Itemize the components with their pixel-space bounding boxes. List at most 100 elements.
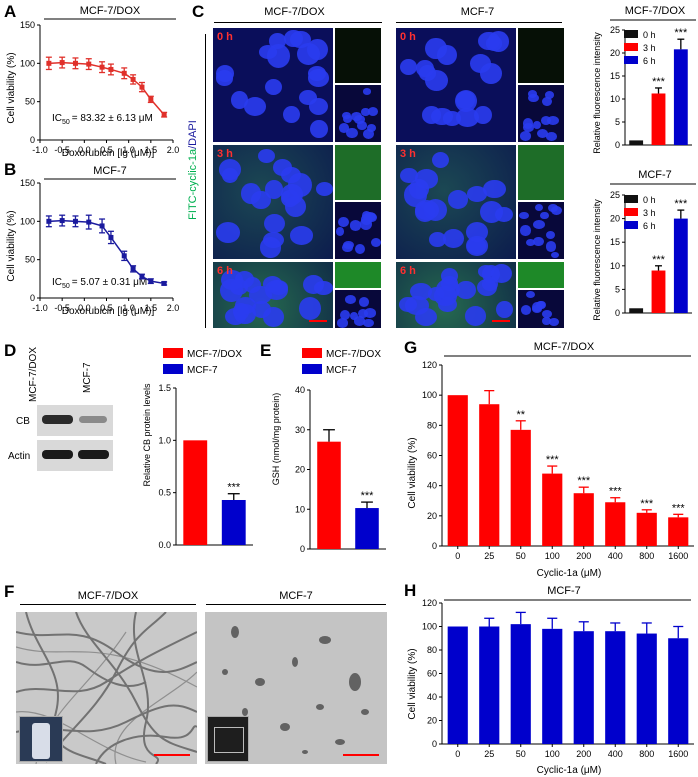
y-tick-label: 1.5: [158, 383, 171, 393]
nucleus: [465, 236, 488, 256]
nucleus: [541, 316, 551, 326]
y-tick-label: 80: [427, 645, 437, 655]
vial-shape: [32, 723, 50, 759]
legend-swatch: [624, 208, 638, 216]
nucleus: [346, 127, 358, 139]
header-rule: [396, 22, 562, 23]
nucleus: [432, 152, 450, 169]
nucleus: [349, 311, 359, 321]
nucleus: [532, 219, 545, 230]
nucleus: [358, 296, 369, 307]
data-point: [148, 278, 154, 284]
bar: [355, 508, 379, 549]
nucleus: [339, 309, 351, 321]
bar: [221, 499, 246, 545]
nucleus: [536, 128, 548, 139]
nucleus: [265, 79, 283, 96]
y-axis-label: GSH (nmol/mg protein): [271, 393, 281, 486]
nucleus: [520, 305, 531, 315]
data-point: [86, 219, 92, 225]
series-line: [48, 219, 165, 285]
nucleus: [357, 308, 369, 318]
bar: [636, 512, 657, 546]
plot-area: 0 20 40 60 80 100 120 0 25 50 100 200 400 800 1600: [422, 598, 694, 759]
nucleus: [362, 318, 374, 328]
nucleus: [414, 168, 439, 189]
data-point: [46, 60, 52, 66]
nucleus: [284, 195, 307, 217]
y-tick-label: 20: [427, 716, 437, 726]
significance-label: ***: [609, 486, 623, 498]
nucleus: [496, 300, 513, 319]
nucleus: [527, 90, 537, 98]
legend-label: 3 h: [643, 208, 656, 218]
y-tick-label: 0: [615, 308, 620, 318]
y-tick-label: 25: [610, 190, 620, 200]
nucleus: [429, 232, 446, 248]
legend-label: 6 h: [643, 221, 656, 231]
scale-bar: [492, 320, 510, 322]
significance-label: ***: [361, 490, 375, 502]
plot-area: 0 50 100 150 -1.0 -0.5 0.0 0.5 1.0 1.5 2.0: [20, 20, 179, 155]
y-axis-label: Cell viability (%): [6, 210, 17, 281]
plot-area: 0 20 40 60 80 100 120 0 25 ** 50 *** 100 *** 200 *** 400…: [422, 360, 694, 561]
scale-bar: [343, 754, 379, 756]
nucleus: [525, 238, 535, 247]
nucleus: [355, 243, 366, 255]
bar: [636, 633, 657, 744]
x-tick-label: 25: [484, 749, 494, 759]
nucleus: [491, 263, 513, 283]
nucleus: [532, 120, 542, 130]
x-tick-label: 400: [608, 749, 623, 759]
plot-area: 0 10 20 30 40 ***: [295, 385, 386, 554]
blot-band: [42, 450, 73, 459]
y-tick-label: 120: [422, 598, 437, 608]
data-point: [161, 280, 167, 286]
nucleus: [215, 70, 234, 86]
nucleus: [535, 300, 546, 309]
nucleus: [262, 306, 285, 327]
side-rule: [205, 34, 206, 328]
data-point: [99, 223, 105, 229]
legend-label: MCF-7: [187, 365, 218, 376]
x-tick-label: 0.5: [100, 303, 113, 313]
y-tick-label: 150: [20, 20, 35, 30]
aggregate-particles: [222, 626, 369, 754]
nucleus: [438, 296, 457, 313]
nucleus: [399, 167, 418, 183]
panel-letter-e: E: [260, 341, 272, 360]
nucleus: [551, 206, 563, 216]
nucleus: [474, 105, 493, 125]
plot-area: 0.0 0.5 1.0 1.5 ***: [158, 383, 253, 550]
bar: [183, 440, 208, 545]
merged-micrograph: 0 h: [396, 28, 516, 142]
time-label: 0 h: [400, 31, 416, 43]
nucleus: [527, 93, 539, 103]
x-tick-label: 800: [639, 749, 654, 759]
y-tick-label: 0: [615, 140, 620, 150]
nucleus: [494, 206, 513, 222]
lane-label-mcf7: MCF-7: [82, 362, 93, 393]
header-rule: [20, 604, 196, 605]
band-label-actin: Actin: [8, 451, 31, 462]
data-point: [46, 218, 52, 224]
data-point: [108, 66, 114, 72]
significance-label: ***: [672, 502, 686, 514]
data-point: [108, 234, 114, 240]
nucleus: [357, 120, 367, 130]
nucleus: [487, 31, 509, 52]
y-tick-label: 50: [25, 97, 35, 107]
y-tick-label: 20: [610, 214, 620, 224]
nucleus: [469, 54, 491, 74]
nucleus: [410, 282, 433, 300]
y-tick-label: 150: [20, 178, 35, 188]
chart-b-title: MCF-7: [93, 165, 127, 177]
plot-area: 0 5 10 15 20 25 *** *** 0 h 3 h 6 h: [610, 25, 692, 150]
nucleus: [342, 114, 353, 124]
legend-label: MCF-7/DOX: [187, 349, 242, 360]
nucleus: [540, 211, 549, 220]
bar: [510, 429, 531, 546]
data-point: [139, 274, 145, 280]
nucleus: [309, 119, 328, 138]
nucleus: [263, 213, 285, 234]
